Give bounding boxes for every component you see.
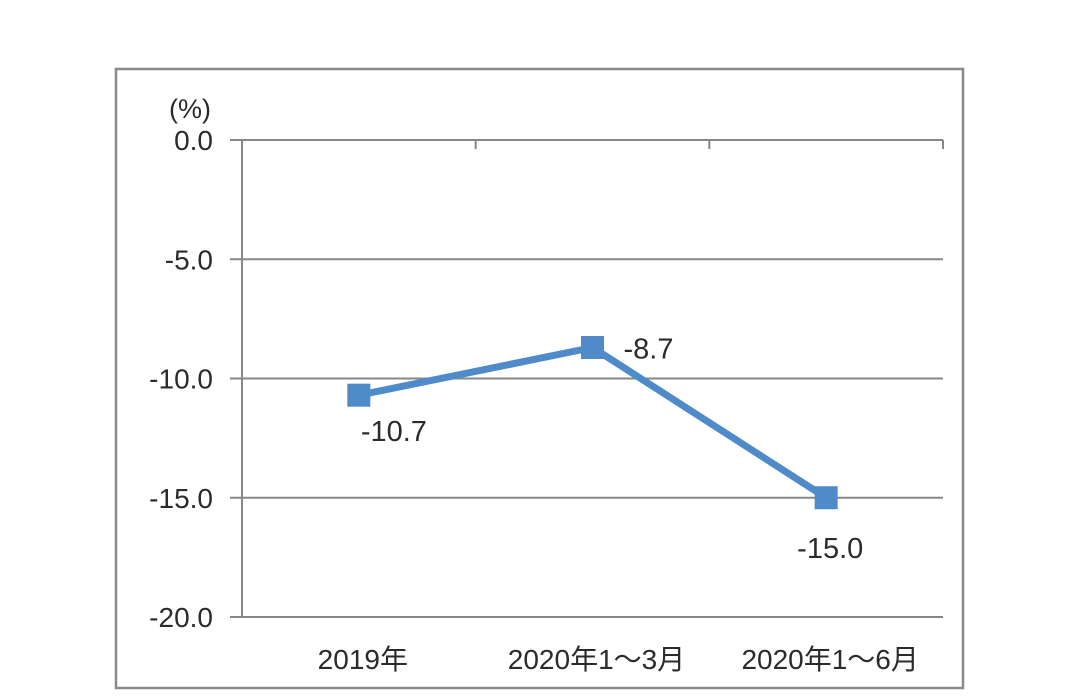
- y-tick-label: -5.0: [165, 244, 213, 275]
- y-tick-labels-group: 0.0 -5.0 -10.0 -15.0 -20.0: [149, 125, 213, 633]
- series-marker: [581, 335, 604, 359]
- x-category-labels-group: 2019年 2020年1～3月 2020年1～6月: [318, 644, 919, 675]
- x-category-label: 2020年1～6月: [741, 644, 918, 675]
- x-category-label: 2019年: [318, 644, 408, 675]
- data-label: -8.7: [624, 333, 674, 365]
- y-axis-unit-label: (%): [169, 94, 211, 124]
- y-tick-label: -15.0: [149, 483, 213, 514]
- series-group: [347, 335, 838, 510]
- y-tick-label: -10.0: [149, 364, 213, 395]
- x-category-label: 2020年1～3月: [508, 644, 685, 675]
- series-marker: [347, 383, 371, 407]
- y-tick-label: -20.0: [149, 602, 213, 633]
- data-labels-group: -10.7 -8.7 -15.0: [361, 333, 863, 564]
- axes-group: [230, 139, 944, 618]
- chart-border: [114, 67, 965, 690]
- y-tick-label: 0.0: [174, 125, 213, 156]
- series-line: [358, 343, 829, 501]
- series-marker: [814, 486, 838, 510]
- data-label: -15.0: [797, 533, 863, 565]
- data-label: -10.7: [361, 416, 427, 448]
